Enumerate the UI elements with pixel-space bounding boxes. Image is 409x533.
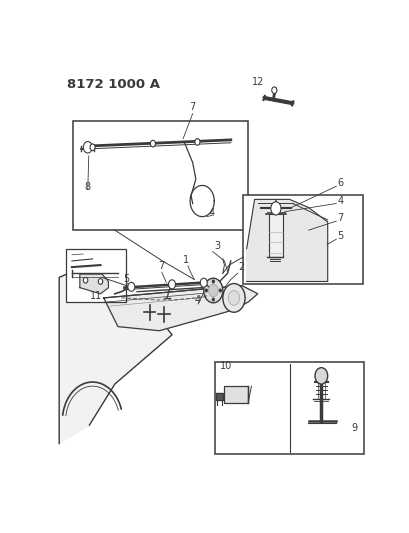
Text: 8172 1000 A: 8172 1000 A <box>67 78 160 91</box>
Text: 2: 2 <box>238 262 244 272</box>
Circle shape <box>168 280 175 289</box>
Text: 4: 4 <box>194 295 200 305</box>
Text: 5: 5 <box>122 273 129 284</box>
Bar <box>243 195 362 284</box>
Polygon shape <box>59 273 172 443</box>
Circle shape <box>98 279 103 284</box>
Circle shape <box>83 142 92 153</box>
Circle shape <box>203 278 222 303</box>
Circle shape <box>128 282 135 292</box>
Text: 1: 1 <box>183 255 189 265</box>
Text: 11: 11 <box>90 291 101 301</box>
Text: 5: 5 <box>336 231 343 241</box>
Text: 6: 6 <box>336 178 342 188</box>
Circle shape <box>228 290 239 305</box>
Circle shape <box>211 280 214 283</box>
Bar <box>65 248 126 302</box>
Text: 3: 3 <box>213 241 220 251</box>
Text: 7: 7 <box>158 261 164 271</box>
Bar <box>224 386 248 402</box>
Circle shape <box>150 140 155 147</box>
Circle shape <box>314 368 327 384</box>
Polygon shape <box>103 286 257 330</box>
Bar <box>73 122 248 230</box>
Bar <box>268 214 283 257</box>
Polygon shape <box>216 393 222 400</box>
Polygon shape <box>246 199 327 281</box>
Circle shape <box>211 298 214 301</box>
Text: 12: 12 <box>251 77 263 86</box>
Text: 10: 10 <box>219 361 231 371</box>
Text: 9: 9 <box>351 423 357 433</box>
Circle shape <box>194 139 200 145</box>
Circle shape <box>83 277 88 283</box>
Text: 7: 7 <box>336 213 343 223</box>
Text: 4: 4 <box>336 196 342 206</box>
Circle shape <box>208 284 218 297</box>
Circle shape <box>200 278 207 287</box>
Text: 7: 7 <box>189 102 195 112</box>
Text: 8: 8 <box>85 182 91 192</box>
Bar <box>214 361 363 454</box>
Circle shape <box>270 202 280 215</box>
Polygon shape <box>80 274 108 294</box>
Circle shape <box>90 144 95 150</box>
Text: 4: 4 <box>208 208 214 218</box>
Circle shape <box>204 289 207 292</box>
Circle shape <box>218 289 221 292</box>
Circle shape <box>271 87 276 93</box>
Circle shape <box>222 284 245 312</box>
